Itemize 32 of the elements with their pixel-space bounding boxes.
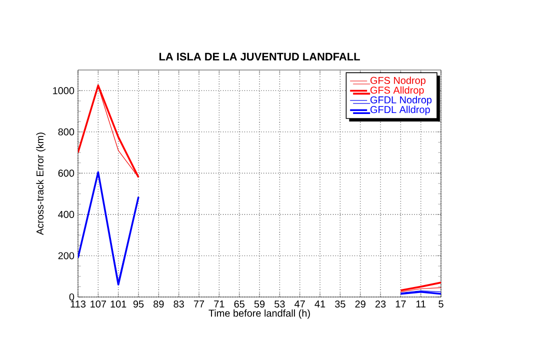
- x-tick-label: 83: [174, 300, 184, 308]
- x-tick-label: 53: [274, 300, 285, 308]
- x-tick-label: 23: [375, 300, 386, 308]
- legend-label: GFDL Nodrop: [370, 96, 432, 106]
- y-tick-label: 400: [58, 210, 74, 218]
- y-axis-title: Across-track Error (km): [36, 132, 46, 235]
- x-tick-label: 47: [294, 300, 305, 308]
- x-tick-label: 65: [234, 300, 244, 308]
- legend-label: GFDL Alldrop: [370, 106, 430, 116]
- x-tick-label: 89: [154, 300, 164, 308]
- x-axis-title: Time before landfall (h): [208, 309, 310, 319]
- legend-label: GFS Nodrop: [370, 76, 426, 86]
- x-tick-label: 17: [396, 300, 406, 308]
- x-tick-label: 11: [416, 300, 426, 308]
- y-tick-label: 600: [58, 170, 74, 177]
- x-tick-label: 35: [335, 300, 346, 308]
- chart-title: LA ISLA DE LA JUVENTUD LANDFALL: [159, 52, 360, 61]
- x-tick-label: 101: [110, 300, 126, 308]
- x-tick-label: 77: [194, 300, 204, 308]
- x-tick-label: 71: [214, 300, 224, 308]
- y-tick-label: 1000: [53, 87, 74, 94]
- x-tick-label: 59: [254, 300, 265, 308]
- legend-label: GFS Alldrop: [370, 86, 424, 96]
- x-tick-label: 95: [133, 300, 144, 308]
- x-tick-label: 107: [90, 300, 106, 308]
- x-tick-label: 113: [70, 300, 86, 308]
- x-tick-label: 5: [438, 300, 444, 308]
- x-tick-label: 29: [355, 300, 366, 308]
- y-tick-label: 0: [69, 293, 74, 301]
- y-tick-label: 200: [58, 252, 74, 260]
- y-tick-label: 800: [58, 128, 74, 136]
- x-tick-label: 41: [314, 300, 326, 308]
